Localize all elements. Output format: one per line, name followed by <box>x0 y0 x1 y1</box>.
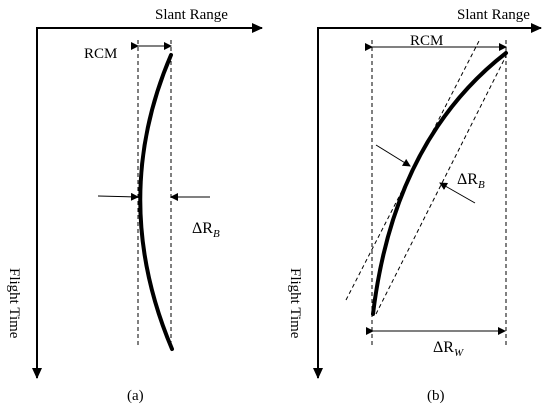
tangent-lower-b <box>375 55 507 315</box>
flight-time-label-a: Flight Time <box>6 268 22 339</box>
delta-rb-arrow-inner-b <box>439 182 476 204</box>
delta-rb-label-a: ΔRB <box>192 220 220 240</box>
delta-rb-label-b: ΔRB <box>457 171 485 191</box>
panel-b: Slant Range Flight Time RCM ΔRB ΔRW (b) <box>287 7 542 404</box>
range-migration-curve-a <box>138 53 174 351</box>
slant-range-label-b: Slant Range <box>457 7 530 23</box>
range-migration-curve-b <box>371 51 508 316</box>
rcm-label-a: RCM <box>84 46 117 62</box>
delta-rw-label-b: ΔRW <box>433 339 464 359</box>
flight-time-label-b: Flight Time <box>287 268 303 339</box>
slant-range-label-a: Slant Range <box>155 7 228 23</box>
delta-rb-arrow-left-a <box>97 192 139 201</box>
caption-a: (a) <box>127 388 144 404</box>
delta-rb-arrow-outer-b <box>375 144 411 167</box>
panel-a: Slant Range Flight Time RCM ΔRB (a) <box>6 7 263 404</box>
rcm-label-b: RCM <box>410 33 443 49</box>
caption-b: (b) <box>427 388 445 404</box>
